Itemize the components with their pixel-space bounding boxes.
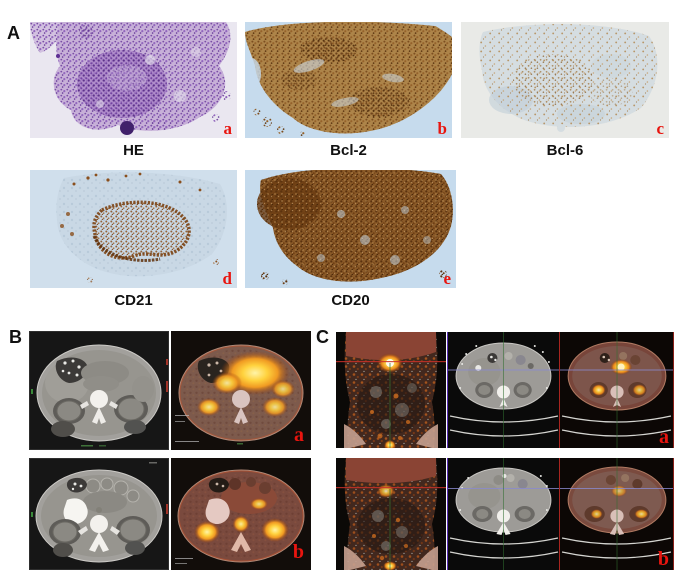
- cd21-micrograph-art: [30, 170, 237, 288]
- ct-axial-image-b-b: [29, 458, 169, 570]
- panel-c-label: C: [316, 327, 329, 347]
- he-micrograph-art: [30, 22, 237, 138]
- ct-axial-image-b-a: [29, 331, 169, 450]
- subfigure-letter-d: d: [222, 269, 232, 288]
- subfigure-letter-b-b: b: [292, 541, 304, 563]
- pet-ct-fused-image-b-a: a: [171, 331, 311, 450]
- caption-cd21: CD21: [114, 292, 153, 309]
- bcl6-micrograph-art: [461, 22, 669, 138]
- pet-ct-fused-image-c-b: b: [559, 458, 674, 570]
- caption-bcl2: Bcl-2: [330, 142, 367, 159]
- cd20-micrograph-art: [245, 170, 456, 288]
- ct-axial-image-c-b: [447, 458, 560, 570]
- cd21-micrograph: d: [30, 170, 237, 288]
- pet-ct-fused-image-b-b: b: [171, 458, 311, 570]
- subfigure-letter-b: b: [437, 119, 447, 138]
- subfigure-letter-c: c: [656, 119, 664, 138]
- bcl2-micrograph: b: [245, 22, 452, 138]
- pet-ct-coronal-image-c-a: [336, 332, 446, 448]
- cd20-micrograph: e: [245, 170, 456, 288]
- caption-cd20: CD20: [331, 292, 370, 309]
- pet-ct-fused-image-c-a: a: [559, 332, 674, 448]
- subfigure-letter-b-a: a: [294, 424, 304, 446]
- pet-ct-fused-art: [560, 458, 673, 570]
- bcl6-micrograph: c: [461, 22, 669, 138]
- he-micrograph: a: [30, 22, 237, 138]
- panel-b-label: B: [9, 327, 22, 347]
- ct-axial-art: [448, 458, 560, 570]
- subfigure-letter-a: a: [223, 119, 233, 138]
- subfigure-letter-e: e: [443, 269, 451, 288]
- ct-axial-art: [448, 332, 560, 448]
- bcl2-micrograph-art: [245, 22, 452, 138]
- pet-ct-fused-art: [171, 331, 311, 450]
- caption-he: HE: [123, 142, 144, 159]
- ct-axial-art: [29, 458, 169, 570]
- pet-ct-fused-art: [171, 458, 311, 570]
- pet-ct-coronal-art: [336, 458, 446, 570]
- pet-ct-coronal-art: [336, 332, 446, 448]
- subfigure-letter-c-b: b: [657, 548, 669, 570]
- ct-axial-image-c-a: [447, 332, 560, 448]
- subfigure-letter-c-a: a: [659, 426, 669, 448]
- caption-bcl6: Bcl-6: [546, 142, 584, 159]
- pet-ct-fused-art: [560, 332, 673, 448]
- pet-ct-coronal-image-c-b: [336, 458, 446, 570]
- ct-axial-art: [29, 331, 169, 450]
- panel-a-label: A: [7, 23, 20, 43]
